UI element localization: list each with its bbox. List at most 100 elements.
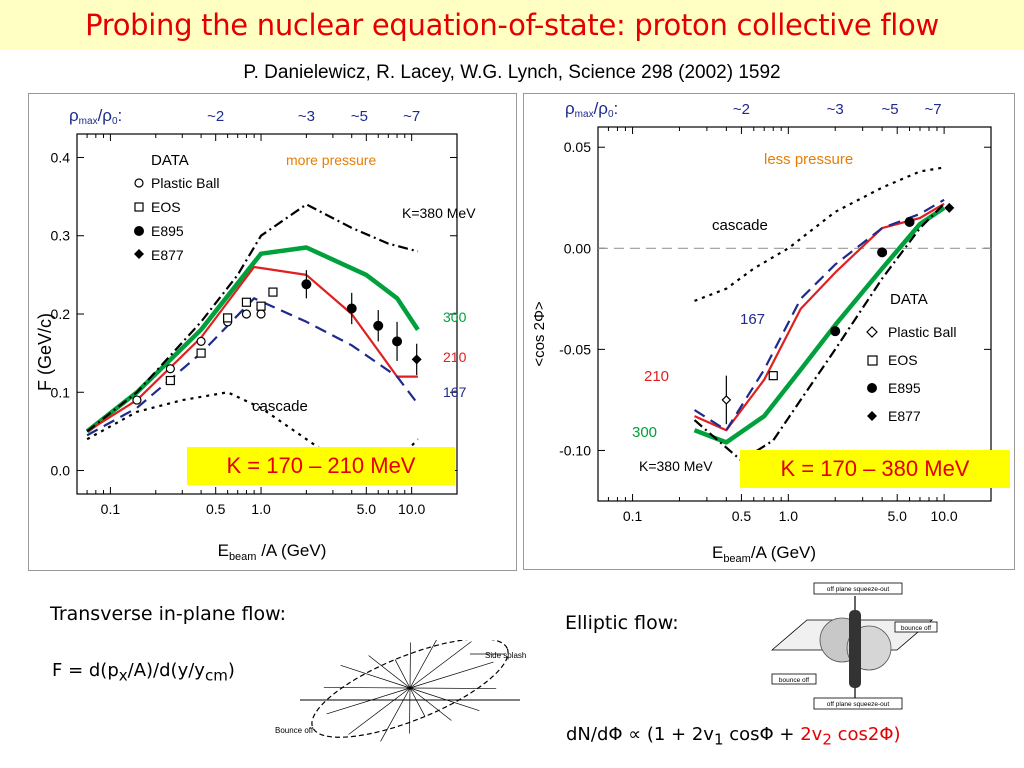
momentum-ray	[409, 642, 411, 689]
annotation-k380: K=380 MeV	[639, 458, 713, 474]
y-tick-label: 0.00	[564, 240, 591, 256]
momentum-ray	[409, 687, 452, 721]
k-range-box-left: K = 170 – 210 MeV	[187, 447, 455, 485]
x-tick-label: 0.1	[623, 508, 643, 524]
y-tick-label: -0.05	[559, 341, 591, 357]
squeeze-out-bottom-box	[813, 697, 903, 710]
y-tick-label: 0.3	[51, 228, 71, 244]
plot-frame	[76, 133, 458, 495]
data-point-e895	[830, 326, 841, 337]
k-range-box-right: K = 170 – 380 MeV	[740, 450, 1010, 488]
y-axis-label: F (GeV/c)	[35, 313, 55, 391]
rho-value: ~2	[733, 101, 750, 118]
chart-panel-directed-flow: F (GeV/c) Ebeam /A (GeV) ρmax/ρ0: more p…	[28, 93, 517, 571]
data-point-eos	[241, 297, 252, 307]
y-tick-label: 0.2	[51, 306, 71, 322]
data-point-e877	[944, 202, 955, 213]
x-tick-label: 5.0	[357, 501, 377, 517]
legend-entry-eos: EOS	[888, 352, 918, 368]
x-tick-label: 1.0	[251, 501, 271, 517]
plot-frame	[597, 126, 992, 502]
series-label-300: 300	[443, 309, 467, 325]
data-point-plastic-ball	[721, 395, 732, 405]
y-tick-label: 0.4	[51, 149, 71, 165]
bounce-off-left-caption: bounce off	[779, 677, 809, 684]
momentum-ray	[368, 655, 411, 689]
slide-title: Probing the nuclear equation-of-state: p…	[85, 8, 939, 42]
formula-f: F = d(px/A)/d(y/ycm)	[52, 660, 235, 685]
rho-value: ~5	[882, 101, 899, 118]
legend-marker-e877	[867, 411, 877, 421]
data-point-eos	[768, 371, 778, 381]
data-point-e895	[301, 279, 312, 290]
legend-entry-eos: EOS	[151, 199, 181, 215]
series-label-210: 210	[644, 368, 669, 385]
series-label-300: 300	[632, 424, 657, 441]
data-point-plastic-ball	[196, 336, 206, 346]
data-point-plastic-ball	[256, 309, 266, 319]
momentum-ray	[409, 640, 437, 689]
rho-label: ρmax/ρ0:	[69, 106, 122, 127]
annotation-cascade: cascade	[712, 217, 768, 234]
data-point-e895	[877, 247, 888, 258]
momentum-ray	[409, 687, 411, 734]
x-tick-label: 10.0	[398, 501, 425, 517]
series-label-167: 167	[443, 384, 467, 400]
momentum-ray	[409, 661, 494, 689]
data-point-plastic-ball	[165, 364, 175, 374]
momentum-ray	[409, 687, 480, 712]
series-line-navy-dashed	[86, 297, 419, 437]
y-tick-label: 0.05	[564, 139, 591, 155]
series-line-black-dotted	[694, 166, 945, 302]
rho-label: ρmax/ρ0:	[565, 99, 618, 120]
bounce-off-caption: Bounce off	[275, 726, 314, 735]
legend-entry-e895: E895	[888, 380, 921, 396]
momentum-ray	[409, 687, 426, 717]
rho-value: ~7	[925, 101, 942, 118]
annotation-more-pressure: more pressure	[286, 152, 376, 168]
squeeze-out-top-box	[813, 582, 903, 595]
directed-flow-chart: F (GeV/c) Ebeam /A (GeV) ρmax/ρ0: more p…	[35, 106, 476, 563]
momentum-ray	[394, 659, 411, 689]
in-plane-flow-diagram: Side splash Bounce off	[275, 640, 526, 742]
x-axis-label: Ebeam /A (GeV)	[218, 541, 327, 563]
series-line-black-dashdot	[86, 203, 419, 433]
legend-title: DATA	[890, 291, 928, 308]
series-line-red-solid	[86, 265, 418, 433]
y-tick-label: 0.1	[51, 384, 71, 400]
legend-marker-e895	[867, 383, 877, 393]
legend-marker-eos	[134, 202, 144, 212]
data-point-eos	[196, 348, 206, 358]
series-line-navy-dashed	[693, 198, 945, 432]
legend-entry-e877: E877	[888, 408, 921, 424]
elliptic-flow-label: Elliptic flow:	[565, 612, 679, 634]
data-point-eos	[165, 375, 175, 386]
legend-entry-e877: E877	[151, 247, 184, 263]
data-point-plastic-ball	[132, 395, 142, 405]
momentum-ray	[409, 687, 497, 689]
y-tick-label: -0.10	[559, 442, 591, 458]
momentum-ray	[323, 687, 411, 689]
annotation-cascade: cascade	[252, 398, 308, 415]
data-point-e877	[411, 354, 422, 365]
data-point-e895	[373, 320, 384, 331]
legend-entry-plastic-ball: Plastic Ball	[888, 324, 956, 340]
data-point-plastic-ball	[241, 309, 252, 319]
squeeze-out-top-caption: off plane squeeze-out	[827, 586, 890, 593]
rho-value: ~5	[351, 108, 368, 125]
data-point-eos	[256, 301, 266, 311]
annotation-k380: K=380 MeV	[402, 205, 476, 221]
series-label-167: 167	[740, 311, 765, 328]
momentum-ray	[380, 687, 411, 742]
elliptic-flow-diagram: off plane squeeze-out bounce off bounce …	[770, 582, 938, 710]
rho-value: ~7	[403, 108, 420, 125]
series-line-green-solid	[85, 245, 420, 434]
y-axis-label: <cos 2Φ>	[531, 301, 548, 367]
momentum-rays	[323, 640, 497, 742]
data-point-e895	[904, 217, 915, 228]
series-line-green-solid	[693, 206, 946, 445]
legend-markers	[134, 178, 144, 259]
legend-marker-e895	[134, 226, 144, 236]
data-point-eos	[223, 313, 233, 323]
elliptic-flow-chart: <cos 2Φ> Ebeam/A (GeV) ρmax/ρ0: less pre…	[531, 99, 992, 565]
